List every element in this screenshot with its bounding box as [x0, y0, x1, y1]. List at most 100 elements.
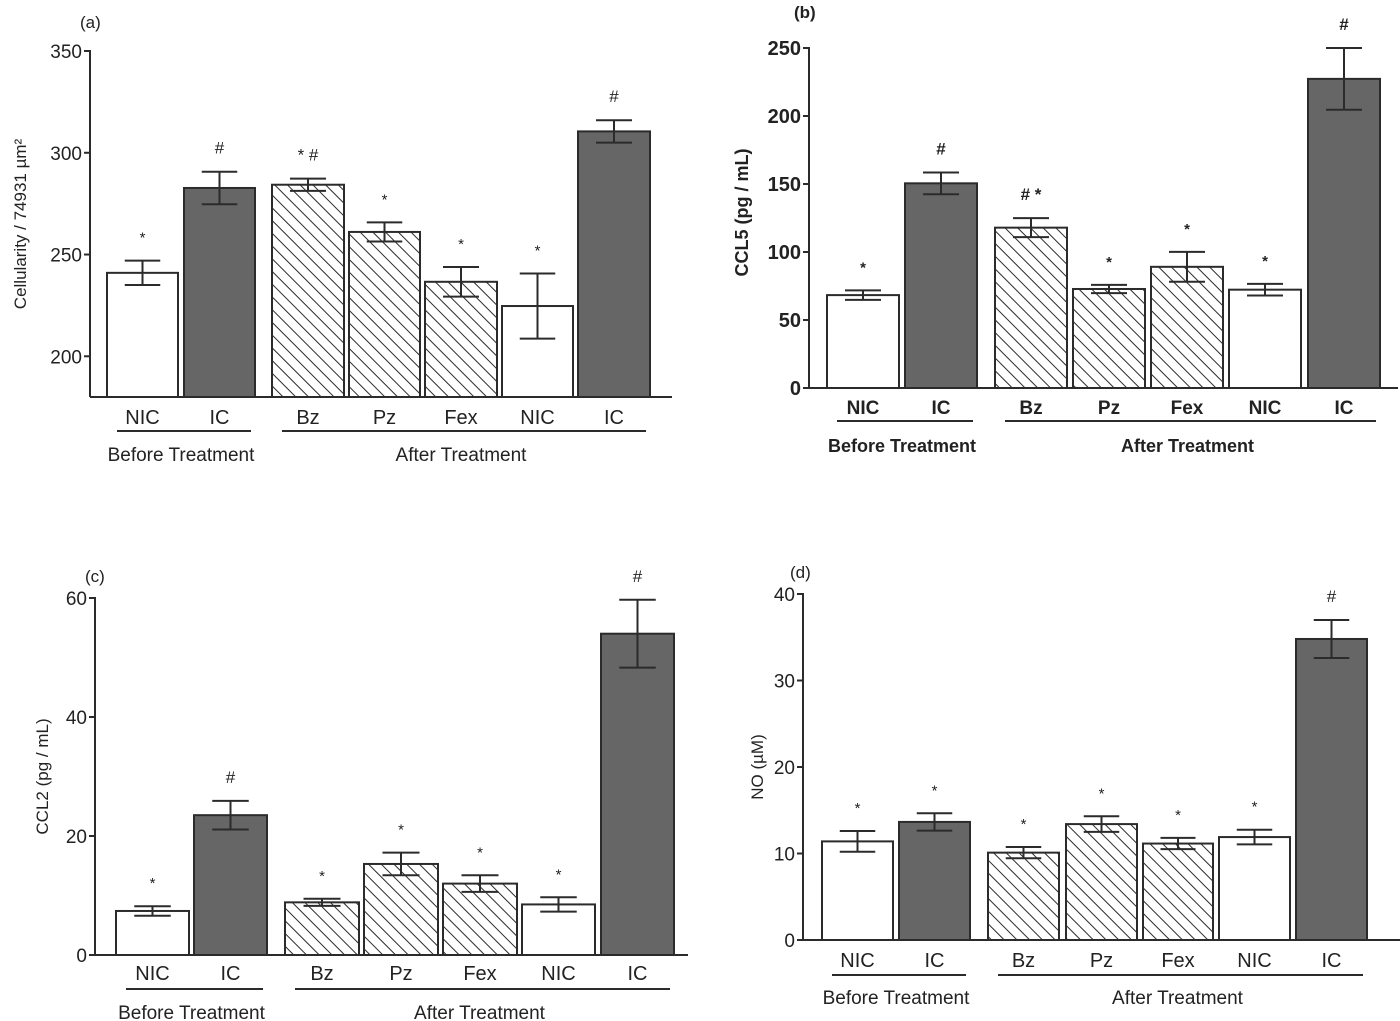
significance-mark: * — [458, 236, 464, 253]
x-tick-label: Fex — [444, 407, 477, 429]
bar-fex — [1150, 265, 1224, 390]
x-tick-label: NIC — [847, 398, 880, 419]
significance-mark: * — [1021, 816, 1027, 833]
bar-pz — [1065, 823, 1138, 942]
bar-nic — [106, 271, 179, 398]
significance-mark: * — [1175, 807, 1181, 824]
y-axis-label: CCL2 (pg / mL) — [33, 718, 52, 834]
significance-mark: * — [932, 782, 938, 799]
panel-label: (d) — [790, 563, 811, 582]
bar-bz — [994, 226, 1068, 389]
panel-a-cellularity: (a) 200 250 300 350 Cellularity / 74931 µm² * N… — [11, 13, 672, 466]
bar-pz — [1072, 287, 1146, 390]
significance-mark: # — [1339, 15, 1349, 34]
x-tick-label: Pz — [389, 963, 412, 985]
significance-mark: # — [633, 567, 643, 586]
significance-mark: # — [215, 139, 225, 158]
bar-nic — [1228, 288, 1302, 389]
x-tick-label: IC — [210, 407, 230, 429]
bar-pz — [363, 862, 439, 957]
significance-mark: * — [860, 259, 866, 276]
y-tick-label: 30 — [774, 672, 795, 693]
bar-nic — [521, 903, 596, 956]
bar-ic — [1307, 77, 1381, 389]
x-tick-label: Bz — [1012, 950, 1035, 972]
bar-nic — [115, 909, 190, 956]
x-tick-label: NIC — [125, 407, 159, 429]
bar-bz — [987, 851, 1060, 942]
x-tick-label: IC — [221, 963, 241, 985]
significance-mark: * — [1184, 221, 1190, 238]
y-tick-label: 300 — [50, 144, 82, 165]
bar-ic — [898, 820, 971, 941]
panel-label: (b) — [794, 3, 816, 22]
bar-fex — [1142, 842, 1214, 941]
significance-mark: * — [1099, 785, 1105, 802]
bar-nic — [821, 840, 894, 942]
y-tick-label: 0 — [784, 931, 795, 952]
y-axis-label: Cellularity / 74931 µm² — [11, 138, 30, 309]
panel-label: (a) — [80, 13, 101, 32]
significance-mark: * — [477, 844, 483, 861]
y-tick-label: 250 — [50, 246, 82, 267]
x-tick-label: Fex — [463, 963, 496, 985]
y-tick-label: 100 — [768, 242, 801, 264]
y-tick-label: 40 — [66, 708, 87, 729]
x-tick-label: IC — [925, 950, 945, 972]
significance-mark: * — [398, 822, 404, 839]
x-tick-label: IC — [1322, 950, 1342, 972]
x-tick-label: NIC — [520, 407, 554, 429]
significance-mark: * — [855, 800, 861, 817]
y-tick-label: 40 — [774, 585, 795, 606]
x-tick-label: IC — [628, 963, 648, 985]
x-tick-label: NIC — [135, 963, 169, 985]
y-tick-label: 0 — [790, 378, 801, 400]
group-label: Before Treatment — [118, 1003, 266, 1021]
y-tick-label: 350 — [50, 42, 82, 63]
bar-ic — [183, 186, 256, 398]
bar-pz — [348, 230, 421, 398]
significance-mark: * # — [298, 146, 319, 165]
y-tick-label: 200 — [50, 347, 82, 368]
panel-c-ccl2: (c) 0 20 40 60 CCL2 (pg / mL) * NIC # IC * Bz * Pz * Fe… — [33, 567, 688, 1021]
significance-mark: * — [319, 868, 325, 885]
bar-bz — [284, 901, 360, 957]
significance-mark: * — [556, 866, 562, 883]
significance-mark: * — [382, 191, 388, 208]
y-tick-label: 20 — [774, 758, 795, 779]
x-tick-label: Pz — [1090, 950, 1113, 972]
y-axis-label: NO (µM) — [748, 734, 767, 800]
significance-mark: # — [609, 87, 619, 106]
x-tick-label: NIC — [541, 963, 575, 985]
bar-ic — [1295, 637, 1368, 941]
bar-nic — [826, 294, 900, 389]
significance-mark: # — [936, 139, 946, 158]
bar-bz — [271, 183, 345, 398]
significance-mark: # — [1327, 587, 1337, 606]
y-tick-label: 60 — [66, 589, 87, 610]
y-tick-label: 10 — [774, 845, 795, 866]
panel-b-ccl5: (b) 0 50 100 150 200 250 CCL5 (pg / mL) * NIC # IC #… — [732, 3, 1398, 456]
x-tick-label: IC — [932, 398, 951, 419]
significance-mark: * — [1262, 253, 1268, 270]
group-label: After Treatment — [396, 445, 528, 466]
y-tick-label: 0 — [76, 946, 87, 967]
y-axis-label: CCL5 (pg / mL) — [732, 149, 752, 277]
group-label: After Treatment — [1112, 988, 1244, 1009]
significance-mark: * — [1252, 799, 1258, 816]
x-tick-label: IC — [604, 407, 624, 429]
significance-mark: # * — [1021, 185, 1042, 204]
bar-ic — [577, 130, 651, 399]
x-tick-label: NIC — [1249, 398, 1282, 419]
x-tick-label: Pz — [1098, 398, 1120, 419]
panel-label: (c) — [85, 567, 105, 586]
x-tick-label: Fex — [1171, 398, 1204, 419]
group-label: Before Treatment — [823, 988, 971, 1009]
x-tick-label: Bz — [310, 963, 333, 985]
significance-mark: * — [1106, 254, 1112, 271]
bar-nic — [1218, 836, 1291, 941]
significance-mark: * — [535, 242, 541, 259]
x-tick-label: NIC — [1237, 950, 1271, 972]
significance-mark: # — [226, 768, 236, 787]
